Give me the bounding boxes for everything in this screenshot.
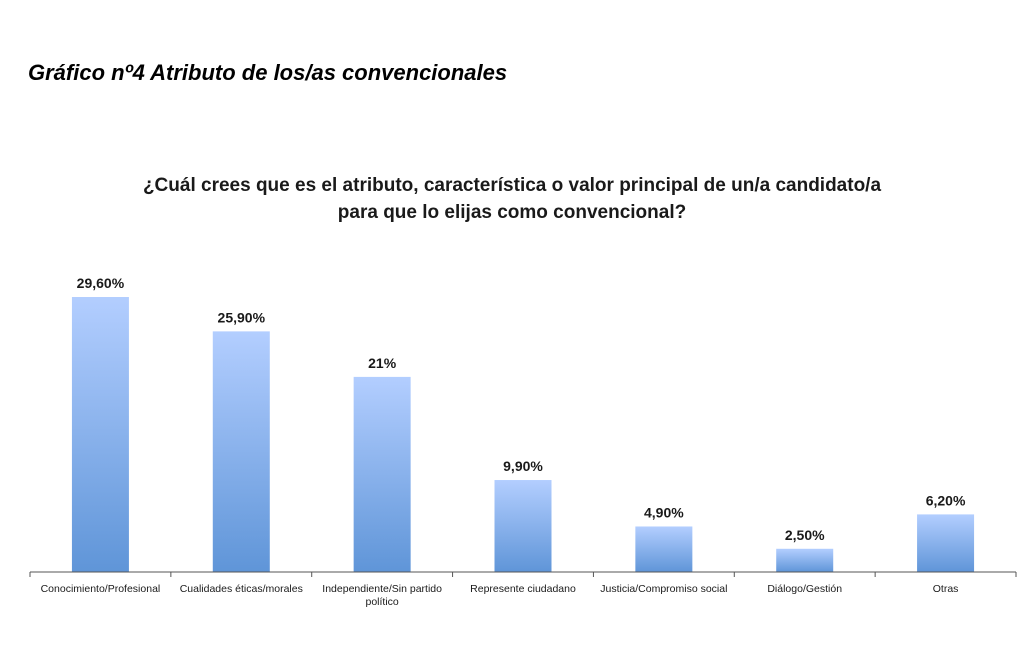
bar-value-label: 29,60% bbox=[77, 275, 125, 291]
bar-value-label: 4,90% bbox=[644, 504, 684, 520]
chart-title-line-1: ¿Cuál crees que es el atributo, caracter… bbox=[142, 175, 882, 196]
category-label: Represente ciudadano bbox=[470, 583, 576, 595]
bar bbox=[71, 297, 129, 572]
category-label: Conocimiento/Profesional bbox=[41, 583, 161, 595]
category-label: político bbox=[366, 596, 399, 608]
bar-value-label: 6,20% bbox=[926, 492, 966, 508]
bar bbox=[212, 331, 270, 572]
bar bbox=[494, 480, 552, 572]
bar bbox=[635, 526, 693, 572]
bar-value-label: 21% bbox=[368, 355, 397, 371]
bar bbox=[776, 548, 834, 572]
bar-value-label: 25,90% bbox=[218, 309, 266, 325]
bar-value-label: 2,50% bbox=[785, 527, 825, 543]
chart-title-line-2: para que lo elijas como convencional? bbox=[337, 202, 687, 223]
category-label: Cualidades éticas/morales bbox=[180, 583, 303, 595]
category-label: Diálogo/Gestión bbox=[767, 583, 842, 595]
category-label: Otras bbox=[933, 583, 959, 595]
bar-value-label: 9,90% bbox=[503, 458, 543, 474]
category-label: Justicia/Compromiso social bbox=[600, 583, 727, 595]
bars-layer bbox=[71, 297, 975, 572]
category-label: Independiente/Sin partido bbox=[322, 583, 442, 595]
bar bbox=[917, 514, 975, 572]
ticks-layer bbox=[29, 572, 1017, 577]
bar bbox=[353, 376, 411, 572]
labels-layer: 29,60% Conocimiento/Profesional 25,90% Cual… bbox=[41, 275, 966, 608]
page-heading: Gráfico nº4 Atributo de los/as convencio… bbox=[28, 60, 508, 85]
